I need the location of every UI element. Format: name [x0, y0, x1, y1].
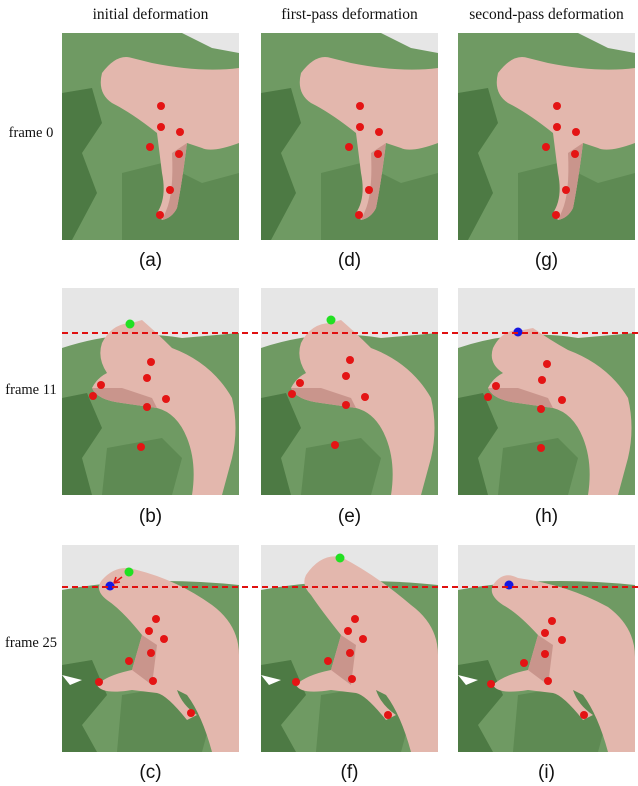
panel-g-frame0-second-pass — [458, 33, 635, 240]
panel-a-frame0-initial — [62, 33, 239, 240]
row-label-frame-0: frame 0 — [8, 125, 54, 141]
row-label-frame-25: frame 25 — [5, 635, 57, 651]
caption-g: (g) — [534, 250, 559, 271]
column-header-second-pass: second-pass deformation — [469, 6, 624, 23]
panel-b-frame11-initial — [62, 288, 239, 495]
caption-i: (i) — [538, 762, 555, 783]
panel-c-frame25-initial — [62, 545, 239, 752]
caption-d: (d) — [337, 250, 362, 271]
panel-e-frame11-first-pass — [261, 288, 438, 495]
caption-b: (b) — [138, 506, 163, 527]
panel-f-frame25-first-pass — [261, 545, 438, 752]
panel-d-frame0-first-pass — [261, 33, 438, 240]
panel-h-frame11-second-pass — [458, 288, 635, 495]
reference-line-frame-25 — [62, 586, 638, 588]
caption-a: (a) — [138, 250, 163, 271]
reference-line-frame-11 — [62, 332, 638, 334]
column-header-first-pass: first-pass deformation — [281, 6, 418, 23]
caption-h: (h) — [534, 506, 559, 527]
column-header-initial: initial deformation — [92, 6, 209, 23]
row-label-frame-11: frame 11 — [5, 382, 57, 398]
caption-c: (c) — [139, 762, 162, 783]
caption-f: (f) — [340, 762, 359, 783]
caption-e: (e) — [337, 506, 362, 527]
panel-i-frame25-second-pass — [458, 545, 635, 752]
